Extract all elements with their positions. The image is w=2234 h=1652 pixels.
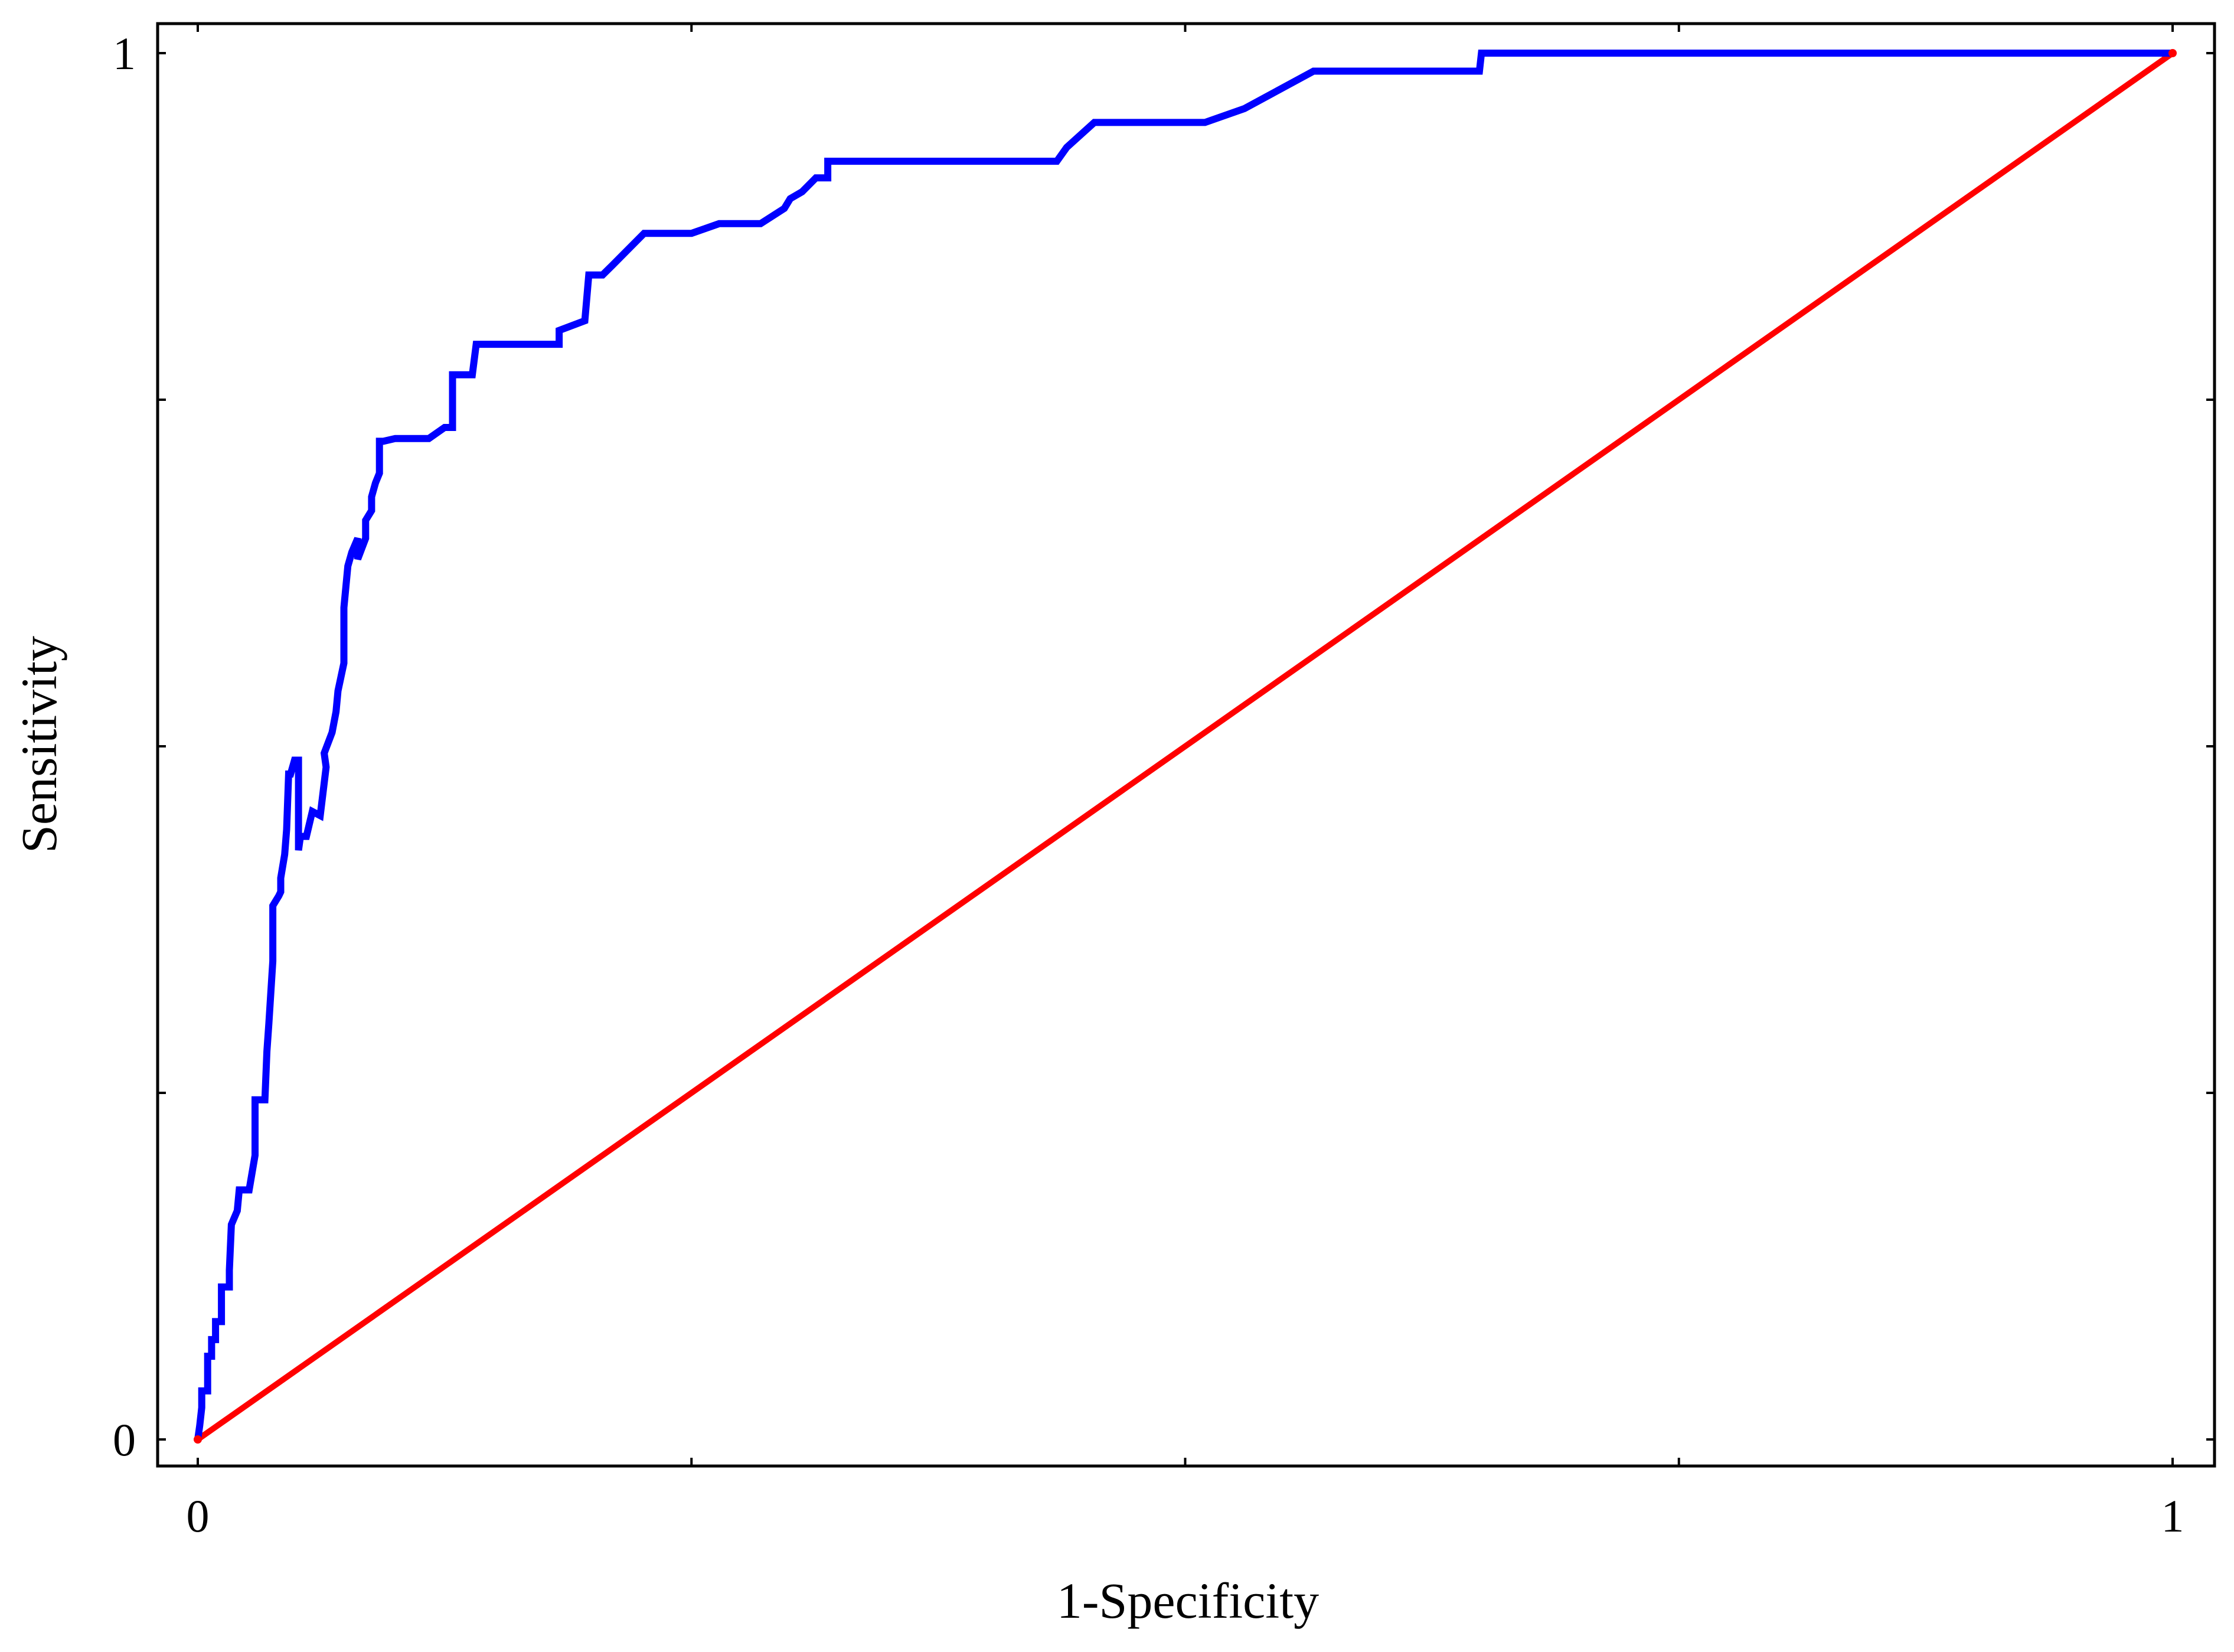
x-tick-label: 1 (2161, 1490, 2184, 1542)
roc-curve-line (194, 50, 2173, 1440)
series-layer (194, 49, 2177, 1444)
labels-layer: 1-Specificity Sensitivity (11, 636, 1319, 1629)
y-tick-label: 1 (113, 28, 136, 79)
y-tick-label: 0 (113, 1414, 136, 1465)
x-axis-label: 1-Specificity (1057, 1572, 1319, 1629)
ticks-layer: 0 1 0 1 (113, 24, 2215, 1542)
x-tick-label: 0 (187, 1490, 210, 1542)
reference-diagonal-line (196, 50, 2174, 1442)
end-point (2168, 49, 2177, 57)
origin-point (194, 1435, 202, 1444)
y-axis-label: Sensitivity (11, 636, 67, 853)
